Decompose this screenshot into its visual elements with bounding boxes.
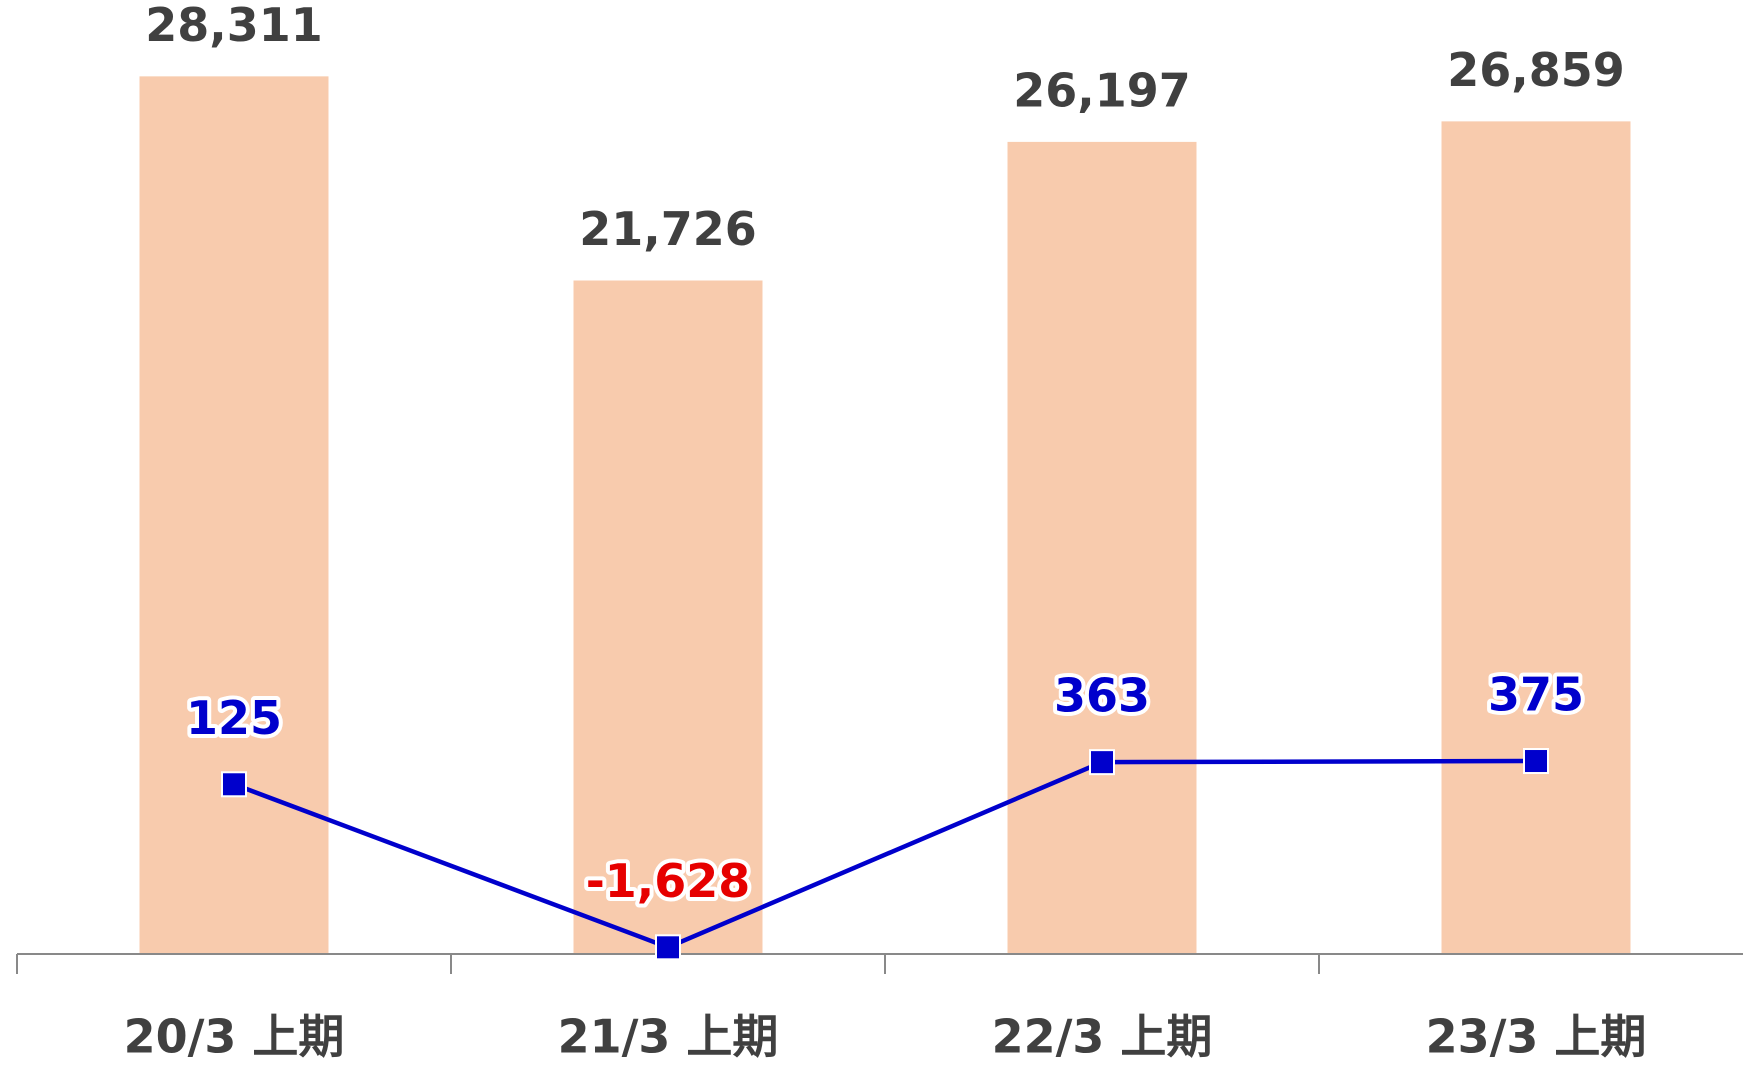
line [233, 758, 1537, 950]
line-marker [1089, 749, 1115, 776]
bar [139, 76, 329, 954]
line-value-label: 363 [1054, 669, 1150, 723]
line-marker [1523, 748, 1549, 775]
x-tick-label: 21/3 上期 [558, 1010, 779, 1064]
bar-value-label: 26,197 [1013, 63, 1191, 117]
line-marker [221, 771, 247, 798]
x-tick-label: 23/3 上期 [1426, 1010, 1647, 1064]
line-value-label: -1,628 [586, 854, 751, 908]
bar [1007, 141, 1197, 954]
bar [1441, 121, 1631, 955]
x-tick-label: 20/3 上期 [124, 1010, 345, 1064]
bar [573, 280, 763, 954]
line-value-label: 125 [186, 691, 282, 745]
line-marker [655, 934, 681, 961]
x-tick-label: 22/3 上期 [992, 1010, 1213, 1064]
bar-value-label: 21,726 [579, 202, 757, 256]
bar-value-label: 26,859 [1447, 43, 1625, 97]
line-value-label: 375 [1488, 668, 1584, 722]
bar-value-label: 28,311 [145, 0, 323, 52]
